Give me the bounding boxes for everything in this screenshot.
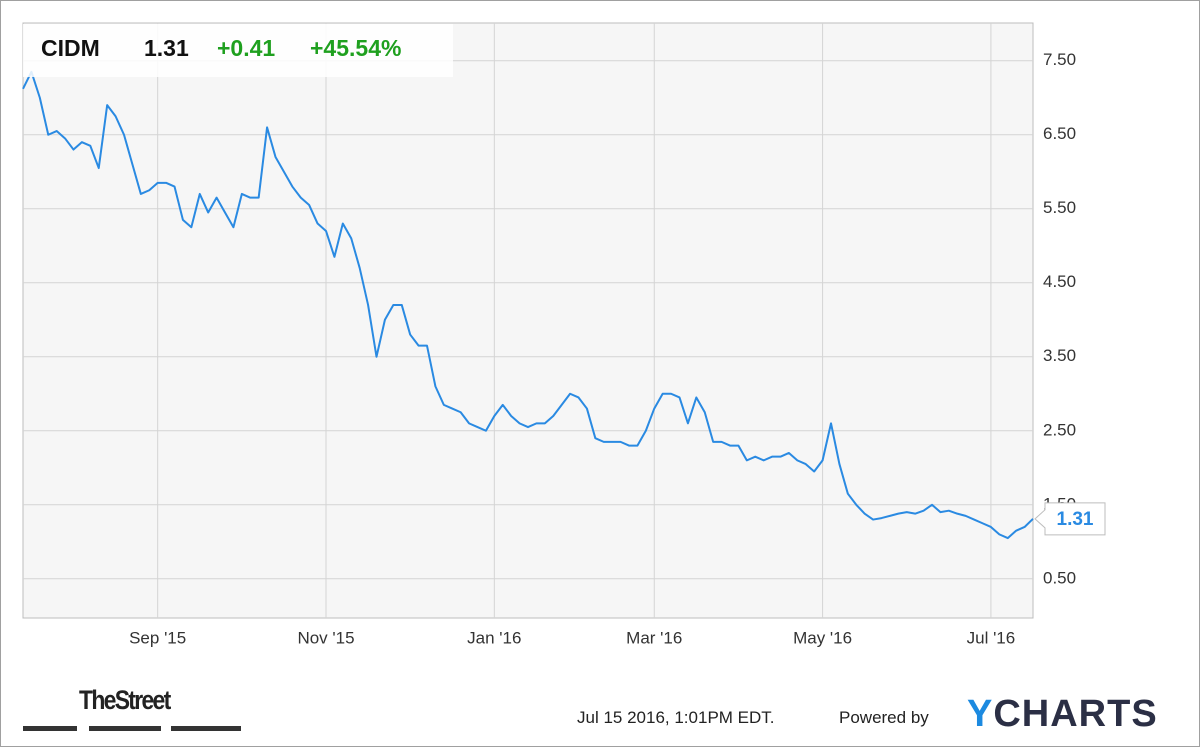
quote-box (23, 24, 453, 77)
x-tick-label: Mar '16 (626, 628, 682, 647)
x-tick-label: Nov '15 (297, 628, 354, 647)
marks (22, 70, 1034, 540)
x-tick-label: Sep '15 (129, 628, 186, 647)
brand-logo: YCHARTS (967, 693, 1158, 735)
timestamp: Jul 15 2016, 1:01PM EDT. (577, 708, 775, 727)
y-tick-label: 5.50 (1043, 198, 1076, 217)
logo-bar (23, 726, 77, 731)
powered-by: Powered by (839, 708, 929, 727)
last-price: 1.31 (144, 35, 189, 61)
logo-bar (89, 726, 161, 731)
x-tick-label: Jan '16 (467, 628, 521, 647)
price-line (22, 70, 1034, 540)
y-tick-label: 3.50 (1043, 346, 1076, 365)
y-tick-label: 4.50 (1043, 272, 1076, 291)
grid (23, 23, 1033, 618)
x-tick-label: Jul '16 (967, 628, 1016, 647)
y-tick-label: 7.50 (1043, 50, 1076, 69)
change: +0.41 (217, 35, 275, 61)
last-value-label: 1.31 (1057, 509, 1094, 530)
y-tick-label: 2.50 (1043, 420, 1076, 439)
plot-area (22, 22, 1034, 619)
ticker: CIDM (41, 35, 100, 61)
logo-bar (171, 726, 241, 731)
last-value-box (1034, 502, 1106, 536)
x-tick-label: May '16 (793, 628, 852, 647)
publisher-logo: TheStreet (79, 685, 171, 715)
y-tick-label: 6.50 (1043, 124, 1076, 143)
y-tick-label: 0.50 (1043, 568, 1076, 587)
change-percent: +45.54% (310, 35, 401, 61)
